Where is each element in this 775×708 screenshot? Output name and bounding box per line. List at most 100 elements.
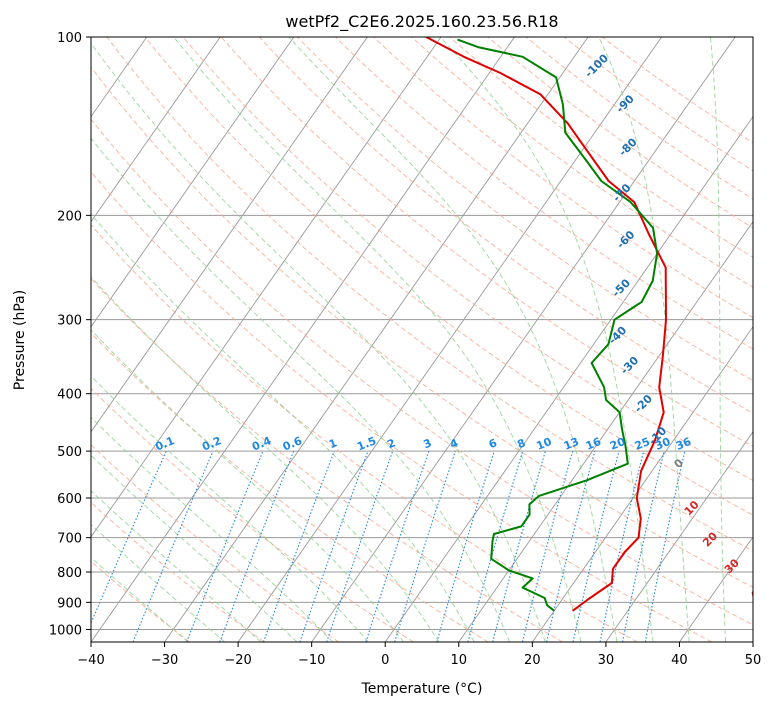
- mixing-ratio-line: [492, 450, 546, 642]
- dry-adiabat-line: [258, 37, 753, 414]
- dry-adiabat-line: [144, 37, 753, 516]
- mixing-ratio-line: [521, 450, 574, 642]
- x-tick-label: 30: [598, 653, 615, 668]
- moist-adiabat-line: [598, 37, 690, 642]
- x-axis-title: Temperature (°C): [361, 681, 483, 697]
- dry-adiabat-line: [91, 501, 265, 642]
- dry-adiabat-line: [106, 37, 753, 552]
- mixing-ratio-label: 3: [422, 436, 434, 451]
- mixing-ratio-label: 10: [535, 435, 554, 453]
- dewpoint-profile-line: [457, 38, 659, 612]
- isotherm-line: [531, 325, 753, 642]
- background-lines: [91, 37, 753, 642]
- isotherm-line: [458, 220, 753, 642]
- y-tick-label: 1000: [49, 623, 82, 638]
- mixing-ratio-line: [436, 450, 495, 642]
- moist-adiabat-line: [91, 213, 475, 642]
- y-tick-label: 300: [57, 314, 82, 329]
- mixing-ratio-line: [186, 450, 264, 642]
- dry-adiabat-line: [525, 37, 753, 200]
- mixing-ratio-label: 2: [385, 436, 397, 451]
- dry-adiabat-line: [449, 37, 753, 258]
- x-tick-label: 10: [451, 653, 468, 668]
- dry-adiabat-line: [91, 171, 713, 642]
- mixing-ratio-line: [219, 450, 295, 642]
- moist-adiabat-line: [91, 137, 511, 642]
- moist-adiabat-line: [91, 42, 546, 642]
- axes: −40 −30 −20 −10 0 10 20 30 40 50 100 200 300 400 500 60…: [49, 31, 761, 668]
- y-tick-label: 600: [57, 492, 82, 507]
- plot-frame: [90, 36, 754, 643]
- y-axis-title: Pressure (hPa): [12, 290, 28, 390]
- y-tick-label: 700: [57, 532, 82, 547]
- x-tick-label: −20: [224, 653, 251, 668]
- mixing-ratio-line: [599, 450, 645, 642]
- moist-adiabat-line: [439, 37, 654, 642]
- isotherm-line: [91, 37, 442, 538]
- isotherm-line: [91, 37, 295, 328]
- isotherm-line: [91, 37, 515, 642]
- x-tick-label: 40: [671, 653, 688, 668]
- isotherm-line: [91, 37, 221, 223]
- isotherm-line: [164, 37, 589, 642]
- moist-adiabat-line: [91, 329, 405, 642]
- mixing-ratio-label: 1: [327, 436, 339, 451]
- mixing-ratio-label: 36: [674, 435, 693, 453]
- y-tick-label: 800: [57, 566, 82, 581]
- dry-adiabat-line: [91, 118, 753, 626]
- x-tick-label: −10: [298, 653, 325, 668]
- moist-adiabat-line: [91, 523, 225, 642]
- dry-adiabat-line: [373, 37, 753, 319]
- moist-adiabat-line: [91, 276, 440, 642]
- mixing-ratio-line: [326, 450, 394, 642]
- x-tick-label: 0: [381, 653, 389, 668]
- mixing-ratio-label: 8: [515, 436, 527, 451]
- dry-adiabat-line: [297, 37, 753, 382]
- moist-adiabat-line: [173, 37, 582, 642]
- y-tick-label: 100: [57, 31, 82, 46]
- dry-adiabat-line: [91, 387, 414, 642]
- mixing-ratio-line: [622, 450, 665, 642]
- dry-adiabat-line: [220, 37, 753, 447]
- isotherm-line: [384, 115, 753, 642]
- profile-lines: [425, 37, 667, 612]
- moist-adiabat-line: [91, 490, 262, 642]
- dry-adiabat-line: [91, 66, 753, 588]
- adiabat-label: 40: [748, 582, 768, 602]
- isotherm-line: [311, 37, 736, 642]
- moist-adiabat-line: [91, 556, 189, 642]
- mixing-ratio-label: 25: [633, 435, 652, 453]
- x-tick-label: 50: [745, 653, 762, 668]
- mixing-ratio-line: [644, 450, 686, 642]
- moist-adiabat-line: [91, 416, 334, 642]
- moist-adiabat-line: [91, 454, 298, 642]
- dry-adiabat-line: [601, 37, 753, 144]
- mixing-ratio-line: [132, 450, 214, 642]
- mixing-ratio-line: [467, 450, 524, 642]
- x-tick-label: 20: [524, 653, 541, 668]
- y-tick-label: 900: [57, 596, 82, 611]
- dry-adiabat-line: [91, 224, 638, 642]
- chart-title: wetPf2_C2E6.2025.160.23.56.R18: [285, 12, 558, 32]
- y-tick-label: 400: [57, 388, 82, 403]
- mixing-ratio-line: [572, 450, 620, 642]
- y-tick-label: 200: [57, 209, 82, 224]
- isotherm-line: [237, 37, 662, 642]
- isotherm-line: [605, 431, 753, 642]
- x-tick-label: −40: [77, 653, 104, 668]
- mixing-ratio-label: 20: [608, 435, 627, 453]
- isotherm-line: [91, 37, 368, 433]
- dry-adiabat-line: [335, 37, 753, 350]
- mixing-ratio-line: [299, 450, 369, 642]
- mixing-ratio-label: 16: [584, 435, 603, 453]
- y-tick-label: 500: [57, 445, 82, 460]
- mixing-ratio-line: [262, 450, 335, 642]
- mixing-ratio-label: 30: [653, 435, 672, 453]
- mixing-ratio-label: 13: [562, 435, 581, 453]
- moist-adiabat-line: [710, 37, 727, 642]
- dry-adiabat-line: [411, 37, 753, 288]
- dry-adiabat-line: [91, 444, 340, 642]
- isotherm-line: [679, 536, 753, 642]
- x-tick-label: −30: [151, 653, 178, 668]
